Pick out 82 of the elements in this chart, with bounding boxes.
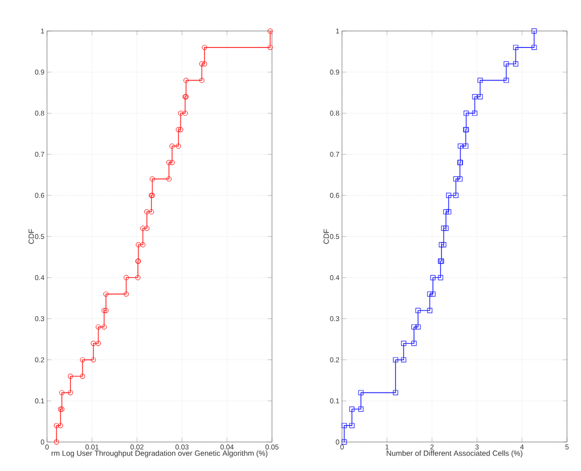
point <box>103 291 109 297</box>
point <box>135 274 140 280</box>
point <box>504 78 509 83</box>
point <box>349 422 355 428</box>
point <box>513 44 518 50</box>
point <box>411 324 417 330</box>
point <box>430 291 436 297</box>
point <box>478 94 483 100</box>
point <box>80 357 86 362</box>
point <box>463 143 468 149</box>
point <box>136 242 141 248</box>
point <box>458 143 463 149</box>
point <box>392 390 398 396</box>
point <box>427 291 432 297</box>
point <box>183 78 189 83</box>
point <box>150 176 155 182</box>
point <box>148 209 154 214</box>
point <box>457 176 463 182</box>
point <box>349 406 355 412</box>
point <box>472 110 478 116</box>
point <box>441 226 446 231</box>
point <box>358 390 364 396</box>
point <box>478 78 483 83</box>
point <box>268 44 273 50</box>
point <box>443 209 449 214</box>
point <box>532 28 537 34</box>
point <box>202 61 208 66</box>
point <box>401 357 406 362</box>
point <box>58 422 64 428</box>
point <box>90 340 96 346</box>
point <box>472 94 478 100</box>
point <box>438 242 444 248</box>
point <box>140 226 146 231</box>
point <box>443 226 449 231</box>
point <box>144 226 150 231</box>
point <box>427 308 432 314</box>
point <box>415 324 421 330</box>
point <box>504 61 509 66</box>
point <box>453 176 458 182</box>
point <box>453 192 458 198</box>
point <box>199 78 204 83</box>
point <box>176 127 181 132</box>
point <box>358 406 364 412</box>
point <box>342 422 347 428</box>
point <box>438 274 444 280</box>
point <box>96 324 101 330</box>
point <box>202 44 208 50</box>
point <box>392 357 398 362</box>
point <box>342 439 347 445</box>
point <box>430 274 436 280</box>
point <box>441 242 446 248</box>
point <box>102 324 107 330</box>
point <box>90 357 96 362</box>
point <box>532 44 537 50</box>
point <box>411 340 417 346</box>
point <box>513 61 518 66</box>
point <box>103 308 109 314</box>
point <box>178 127 184 132</box>
point <box>59 390 64 396</box>
point <box>80 374 86 379</box>
point <box>68 390 73 396</box>
point <box>170 143 175 149</box>
point <box>199 61 204 66</box>
point <box>54 422 60 428</box>
point <box>401 340 406 346</box>
point <box>124 274 129 280</box>
point <box>124 291 129 297</box>
point <box>176 143 181 149</box>
point <box>415 308 421 314</box>
point <box>144 209 150 214</box>
point <box>166 160 172 166</box>
point <box>464 110 469 116</box>
point <box>446 209 452 214</box>
point <box>178 110 184 116</box>
point <box>446 192 452 198</box>
point <box>102 308 107 314</box>
point <box>166 176 172 182</box>
point <box>96 340 101 346</box>
point <box>140 242 146 248</box>
point <box>68 374 73 379</box>
point <box>170 160 175 166</box>
point <box>182 110 188 116</box>
